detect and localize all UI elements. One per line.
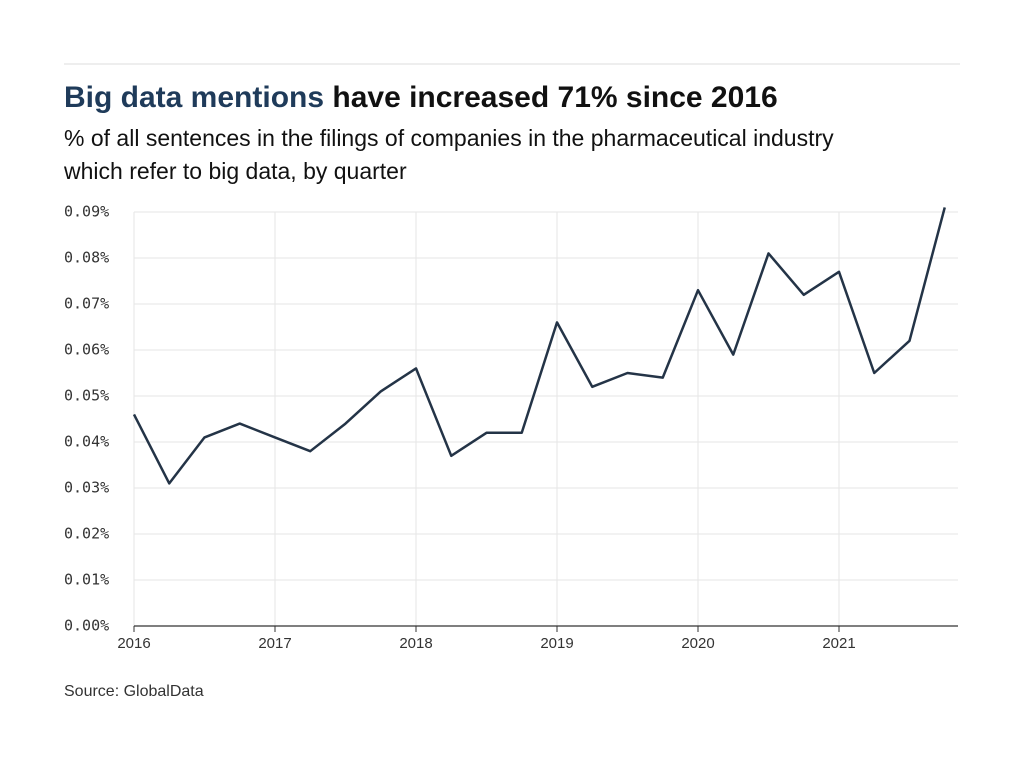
y-tick-label: 0.03%	[64, 479, 109, 497]
x-tick-label: 2020	[681, 635, 714, 652]
subtitle: which refer to big data, by quarter	[63, 158, 407, 184]
y-tick-label: 0.04%	[64, 433, 109, 451]
y-tick-label: 0.00%	[64, 617, 109, 635]
x-tick-label: 2018	[399, 635, 432, 652]
y-tick-label: 0.06%	[64, 341, 109, 359]
chart-title: Big data mentions have increased 71% sin…	[64, 81, 778, 114]
line	[132, 207, 946, 485]
source: Source: GlobalData	[64, 683, 204, 700]
x-tick-label: 2016	[117, 635, 150, 652]
x-tick-label: 2021	[822, 635, 855, 652]
title-highlight: Big data mentions	[64, 81, 324, 114]
y-tick-label: 0.01%	[64, 571, 109, 589]
x-tick-label: 2017	[258, 635, 291, 652]
y-tick-label: 0.08%	[64, 249, 109, 267]
y-tick-label: 0.02%	[64, 525, 109, 543]
subtitle: % of all sentences in the filings of com…	[64, 125, 834, 151]
y-tick-label: 0.05%	[64, 387, 109, 405]
y-tick-label: 0.07%	[64, 295, 109, 313]
title-rest: have increased 71% since 2016	[332, 81, 777, 114]
x-tick-label: 2019	[540, 635, 573, 652]
y-tick-label: 0.09%	[64, 203, 109, 221]
